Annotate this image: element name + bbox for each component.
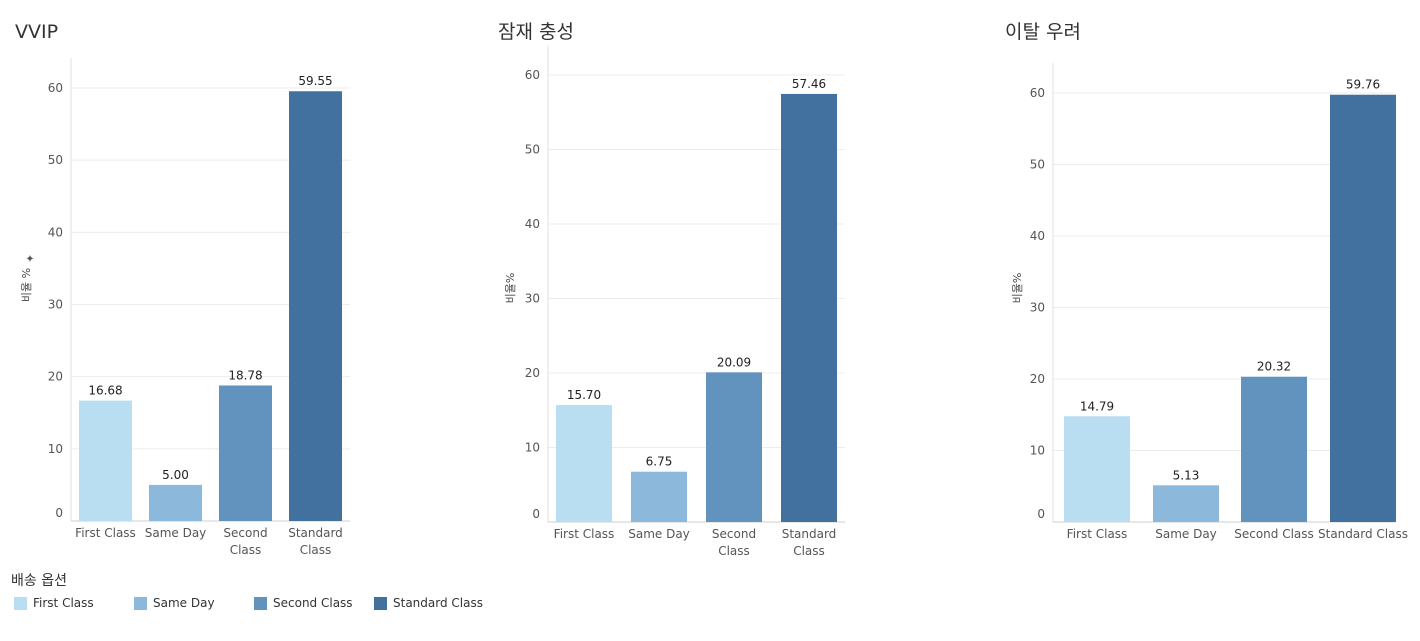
chart-2-data-label: 15.70 — [567, 388, 601, 402]
chart-3-y-tick-label: 50 — [1030, 158, 1045, 172]
chart-3-data-label: 14.79 — [1080, 399, 1114, 413]
chart-1-bar-first-class[interactable] — [79, 400, 132, 521]
chart-3-bar-second-class[interactable] — [1241, 376, 1307, 522]
chart-1-bar-same-day[interactable] — [149, 484, 202, 521]
chart-1-title: VVIP — [15, 21, 58, 43]
chart-3-x-tick-label: Standard Class — [1318, 527, 1408, 541]
legend-label-standard-class: Standard Class — [393, 596, 483, 610]
chart-2-y-tick-label: 10 — [525, 441, 540, 455]
legend-swatch-same-day — [134, 596, 147, 610]
chart-3-x-tick-label: First Class — [1067, 527, 1128, 541]
legend-item-second-class[interactable]: Second Class — [254, 594, 353, 612]
chart-1-data-label: 16.68 — [88, 384, 122, 398]
chart-1-y-tick-label: 20 — [48, 370, 63, 384]
chart-2-bar-first-class[interactable] — [556, 405, 612, 522]
chart-2-data-label: 6.75 — [646, 455, 673, 469]
chart-3-data-label: 59.76 — [1346, 78, 1380, 92]
chart-3-y-axis-label: 비율% — [1011, 273, 1024, 304]
chart-2-x-tick-label: Standard Class — [782, 527, 837, 558]
chart-3-bar-first-class[interactable] — [1064, 416, 1130, 522]
chart-1-y-tick-label: 50 — [48, 153, 63, 167]
chart-3-y-tick-label: 60 — [1030, 86, 1045, 100]
pin-icon[interactable]: ✦ — [24, 254, 37, 263]
chart-1-bar-standard-class[interactable] — [289, 91, 342, 521]
chart-2-data-label: 57.46 — [792, 77, 826, 91]
chart-1-x-tick-label: First Class — [75, 526, 136, 540]
chart-1-y-tick-label: 30 — [48, 298, 63, 312]
chart-2-y-tick-label: 0 — [532, 507, 540, 521]
chart-1-y-tick-label: 10 — [48, 442, 63, 456]
chart-2-y-axis-label: 비율% — [504, 273, 517, 304]
chart-3-y-tick-label: 0 — [1037, 507, 1045, 521]
chart-2-data-label: 20.09 — [717, 355, 751, 369]
chart-1-x-tick-label: Same Day — [145, 526, 207, 540]
chart-2-y-tick-label: 60 — [525, 68, 540, 82]
legend-label-same-day: Same Day — [153, 596, 215, 610]
chart-3-y-tick-label: 10 — [1030, 444, 1045, 458]
legend-item-standard-class[interactable]: Standard Class — [374, 594, 483, 612]
chart-2-y-tick-label: 50 — [525, 143, 540, 157]
chart-2-bar-standard-class[interactable] — [781, 93, 837, 522]
chart-1-data-label: 5.00 — [162, 468, 189, 482]
legend-swatch-second-class — [254, 596, 267, 610]
chart-1-x-tick-label: Standard Class — [288, 526, 343, 557]
chart-3-title: 이탈 우려 — [1005, 21, 1081, 43]
chart-3-data-label: 5.13 — [1173, 468, 1200, 482]
chart-3-y-tick-label: 20 — [1030, 372, 1045, 386]
chart-3-data-label: 20.32 — [1257, 360, 1291, 374]
chart-1-data-label: 59.55 — [298, 74, 332, 88]
legend-label-second-class: Second Class — [273, 596, 353, 610]
chart-1-bar-second-class[interactable] — [219, 385, 272, 521]
chart-1-y-axis-label: 비율 % — [20, 268, 33, 302]
chart-1-data-label: 18.78 — [228, 368, 262, 382]
legend-item-same-day[interactable]: Same Day — [134, 594, 215, 612]
chart-3-x-tick-label: Same Day — [1155, 527, 1217, 541]
legend-swatch-first-class — [14, 596, 27, 610]
chart-1-y-tick-label: 60 — [48, 81, 63, 95]
chart-2-y-tick-label: 20 — [525, 366, 540, 380]
chart-2-x-tick-label: First Class — [554, 527, 615, 541]
legend-title: 배송 옵션 — [11, 573, 67, 589]
chart-2-x-tick-label: Same Day — [628, 527, 690, 541]
chart-2-bar-same-day[interactable] — [631, 471, 687, 522]
chart-3-bar-standard-class[interactable] — [1330, 94, 1396, 522]
chart-3-y-tick-label: 40 — [1030, 229, 1045, 243]
chart-2-bar-second-class[interactable] — [706, 372, 762, 522]
chart-3-bar-same-day[interactable] — [1153, 485, 1219, 522]
chart-2-x-tick-label: Second Class — [712, 527, 756, 558]
chart-2-y-tick-label: 40 — [525, 217, 540, 231]
legend-swatch-standard-class — [374, 596, 387, 610]
chart-3-x-tick-label: Second Class — [1234, 527, 1314, 541]
chart-1-x-tick-label: Second Class — [223, 526, 267, 557]
legend-label-first-class: First Class — [33, 596, 94, 610]
chart-1-y-tick-label: 0 — [55, 506, 63, 520]
legend-item-first-class[interactable]: First Class — [14, 594, 94, 612]
chart-2-title: 잠재 충성 — [498, 21, 574, 43]
chart-1-y-tick-label: 40 — [48, 225, 63, 239]
chart-3-y-tick-label: 30 — [1030, 301, 1045, 315]
chart-2-y-tick-label: 30 — [525, 292, 540, 306]
